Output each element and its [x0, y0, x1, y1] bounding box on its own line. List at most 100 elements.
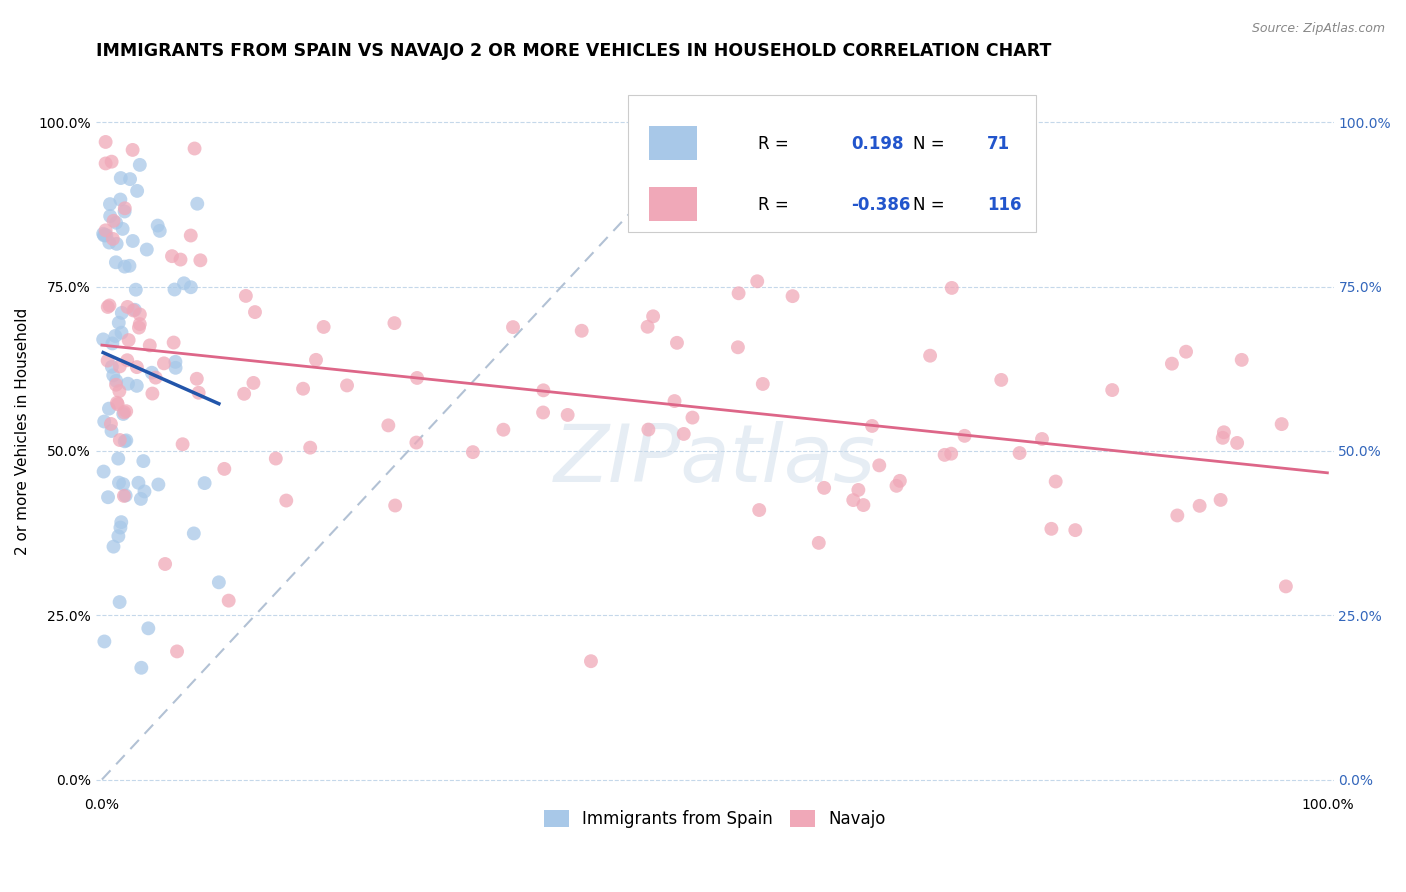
- Point: [114, 488, 136, 502]
- Point: [117, 333, 139, 347]
- Point: [124, 302, 146, 317]
- Point: [125, 360, 148, 375]
- Point: [166, 644, 188, 658]
- Point: [98, 401, 121, 416]
- Text: R =: R =: [758, 135, 794, 153]
- Point: [643, 310, 665, 324]
- Point: [637, 319, 659, 334]
- Point: [108, 433, 131, 447]
- Point: [190, 253, 212, 268]
- Point: [406, 371, 429, 385]
- Point: [218, 593, 240, 607]
- Text: 71: 71: [987, 135, 1010, 153]
- Point: [112, 489, 135, 503]
- Point: [114, 201, 136, 215]
- Point: [111, 306, 134, 320]
- Point: [117, 300, 139, 314]
- Point: [141, 386, 163, 401]
- Point: [1045, 475, 1067, 489]
- Point: [117, 353, 139, 368]
- Point: [1101, 383, 1123, 397]
- Point: [149, 224, 172, 238]
- Point: [233, 386, 256, 401]
- Point: [98, 197, 121, 211]
- Point: [108, 384, 131, 398]
- Point: [132, 454, 155, 468]
- Point: [842, 493, 865, 508]
- Point: [173, 277, 195, 291]
- Point: [727, 286, 749, 301]
- Point: [100, 417, 122, 431]
- Point: [180, 228, 202, 243]
- Text: 116: 116: [987, 196, 1022, 214]
- Point: [860, 419, 883, 434]
- Point: [1275, 579, 1298, 593]
- Point: [129, 491, 152, 506]
- Point: [579, 654, 602, 668]
- Point: [889, 474, 911, 488]
- Point: [886, 479, 908, 493]
- Point: [107, 529, 129, 543]
- Point: [97, 300, 120, 314]
- Point: [96, 228, 118, 243]
- Point: [145, 370, 167, 384]
- Point: [194, 476, 217, 491]
- Point: [105, 377, 128, 392]
- Point: [492, 423, 515, 437]
- Point: [852, 498, 875, 512]
- Point: [94, 156, 117, 170]
- Point: [163, 283, 186, 297]
- Point: [100, 424, 122, 438]
- Point: [122, 303, 145, 318]
- Text: 0.198: 0.198: [851, 135, 903, 153]
- Point: [97, 490, 120, 504]
- Point: [104, 255, 127, 269]
- Point: [117, 376, 139, 391]
- Point: [868, 458, 890, 473]
- Point: [104, 329, 127, 343]
- Point: [941, 447, 963, 461]
- Point: [312, 320, 335, 334]
- Point: [108, 475, 131, 490]
- Point: [531, 384, 554, 398]
- Point: [107, 451, 129, 466]
- Point: [93, 634, 115, 648]
- Point: [1161, 357, 1184, 371]
- Point: [94, 135, 117, 149]
- Point: [110, 515, 132, 529]
- Point: [299, 441, 322, 455]
- Point: [162, 335, 184, 350]
- Point: [665, 335, 688, 350]
- Point: [531, 405, 554, 419]
- Point: [93, 465, 115, 479]
- Point: [105, 395, 128, 409]
- FancyBboxPatch shape: [650, 127, 697, 160]
- Point: [807, 536, 830, 550]
- Text: -0.386: -0.386: [851, 196, 910, 214]
- Point: [105, 216, 128, 230]
- Point: [107, 316, 129, 330]
- Point: [664, 394, 686, 409]
- Point: [103, 540, 125, 554]
- Point: [121, 234, 143, 248]
- Point: [100, 154, 122, 169]
- Point: [101, 232, 124, 246]
- Point: [165, 355, 187, 369]
- Text: ZIPatlas: ZIPatlas: [554, 421, 876, 499]
- Point: [131, 661, 153, 675]
- Y-axis label: 2 or more Vehicles in Household: 2 or more Vehicles in Household: [15, 308, 30, 555]
- Point: [127, 475, 149, 490]
- Point: [183, 526, 205, 541]
- Point: [115, 404, 138, 418]
- Point: [214, 462, 236, 476]
- Point: [235, 289, 257, 303]
- Point: [94, 223, 117, 237]
- Point: [112, 407, 135, 421]
- Point: [153, 557, 176, 571]
- Point: [165, 360, 187, 375]
- FancyBboxPatch shape: [628, 95, 1036, 232]
- Point: [118, 259, 141, 273]
- Point: [101, 336, 124, 351]
- Point: [727, 340, 749, 354]
- Text: R =: R =: [758, 196, 794, 214]
